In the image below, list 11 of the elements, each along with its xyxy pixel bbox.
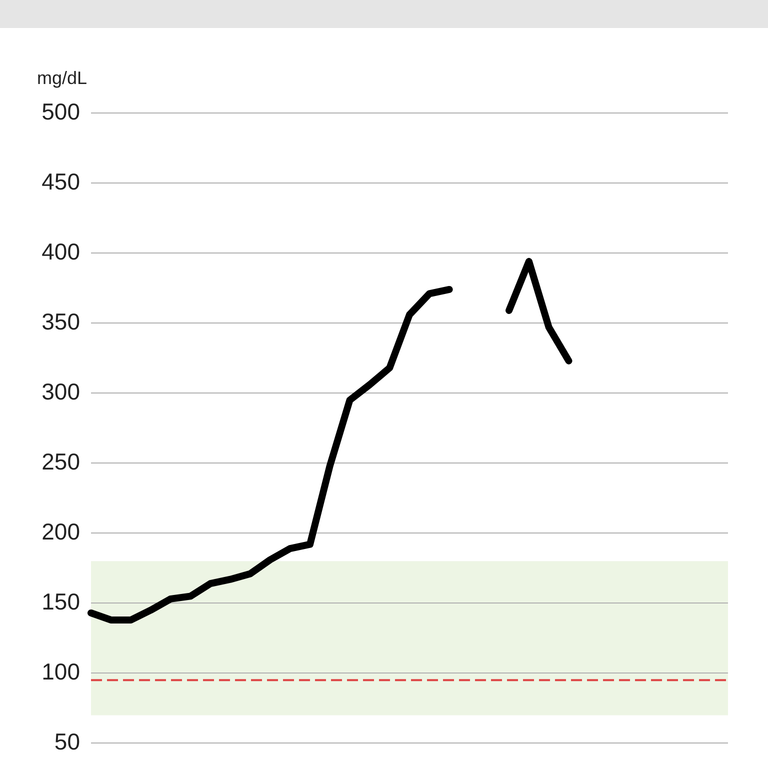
y-tick-label: 250 — [42, 448, 80, 474]
y-tick-label: 50 — [54, 728, 80, 755]
y-tick-label: 150 — [42, 588, 80, 614]
y-tick-label: 400 — [42, 238, 80, 264]
y-tick-label: 500 — [42, 98, 80, 124]
y-tick-label: 350 — [42, 308, 80, 334]
y-tick-label: 100 — [42, 658, 80, 685]
y-tick-label: 300 — [42, 378, 80, 404]
y-tick-label: 200 — [42, 518, 80, 544]
y-axis-title: mg/dL — [37, 68, 88, 88]
y-tick-label: 450 — [42, 168, 80, 194]
